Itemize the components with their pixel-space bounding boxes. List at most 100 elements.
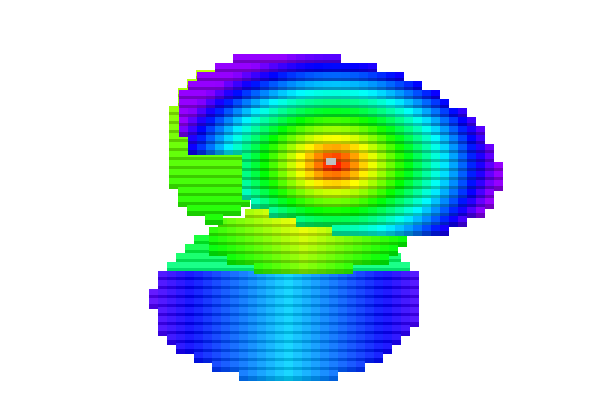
voxel (299, 254, 308, 265)
voxel (233, 54, 242, 65)
voxel (386, 225, 395, 236)
voxel (281, 263, 290, 274)
voxel (206, 108, 215, 119)
voxel (308, 254, 317, 265)
voxel (269, 72, 278, 83)
voxel (278, 108, 287, 119)
voxel (494, 180, 503, 191)
voxel (356, 298, 365, 309)
voxel (239, 352, 248, 363)
voxel (278, 117, 287, 128)
voxel (467, 171, 476, 182)
voxel (284, 316, 293, 327)
voxel (476, 180, 485, 191)
voxel (176, 307, 185, 318)
voxel (205, 196, 214, 207)
voxel (278, 171, 287, 182)
voxel (386, 99, 395, 110)
voxel (275, 316, 284, 327)
voxel (178, 196, 187, 207)
voxel (206, 135, 215, 146)
voxel (341, 171, 350, 182)
voxel (239, 316, 248, 327)
voxel (248, 316, 257, 327)
voxel (284, 325, 293, 336)
voxel (410, 298, 419, 309)
voxel (275, 370, 284, 381)
voxel (320, 289, 329, 300)
voxel (449, 198, 458, 209)
voxel (368, 162, 377, 173)
voxel (302, 289, 311, 300)
voxel (350, 216, 359, 227)
voxel (206, 117, 215, 128)
voxel (386, 207, 395, 218)
voxel (245, 218, 254, 229)
voxel (359, 135, 368, 146)
voxel (290, 263, 299, 274)
voxel (476, 135, 485, 146)
voxel (254, 218, 263, 229)
voxel (413, 117, 422, 128)
voxel (233, 90, 242, 101)
voxel (326, 227, 335, 238)
voxel (305, 189, 314, 200)
voxel (185, 289, 194, 300)
voxel (260, 117, 269, 128)
voxel (431, 153, 440, 164)
voxel (260, 81, 269, 92)
voxel (458, 198, 467, 209)
voxel (239, 307, 248, 318)
voxel (314, 216, 323, 227)
voxel (263, 263, 272, 274)
voxel (302, 280, 311, 291)
voxel (221, 298, 230, 309)
voxel (476, 189, 485, 200)
voxel (392, 334, 401, 345)
voxel (205, 205, 214, 216)
voxel (374, 334, 383, 345)
voxel (205, 214, 214, 225)
voxel (188, 108, 197, 119)
voxel (386, 171, 395, 182)
voxel (377, 72, 386, 83)
voxel (233, 108, 242, 119)
voxel (467, 135, 476, 146)
voxel (377, 144, 386, 155)
voxel (368, 108, 377, 119)
voxel (251, 189, 260, 200)
voxel (223, 160, 232, 171)
voxel (440, 126, 449, 137)
voxel (242, 144, 251, 155)
voxel (287, 117, 296, 128)
voxel (230, 298, 239, 309)
voxel (386, 189, 395, 200)
voxel (272, 263, 281, 274)
voxel (236, 236, 245, 247)
voxel (377, 135, 386, 146)
voxel (266, 325, 275, 336)
voxel (365, 271, 374, 282)
voxel (305, 126, 314, 137)
voxel (209, 227, 218, 238)
voxel (350, 90, 359, 101)
voxel (413, 144, 422, 155)
voxel (212, 352, 221, 363)
voxel (377, 216, 386, 227)
voxel (395, 90, 404, 101)
voxel (341, 117, 350, 128)
voxel (187, 169, 196, 180)
voxel (167, 289, 176, 300)
voxel (377, 207, 386, 218)
voxel (392, 298, 401, 309)
voxel (398, 236, 407, 247)
voxel (431, 171, 440, 182)
voxel (230, 334, 239, 345)
voxel (212, 262, 221, 273)
voxel (257, 325, 266, 336)
voxel (260, 180, 269, 191)
voxel (149, 298, 158, 309)
voxel (314, 189, 323, 200)
voxel (383, 343, 392, 354)
